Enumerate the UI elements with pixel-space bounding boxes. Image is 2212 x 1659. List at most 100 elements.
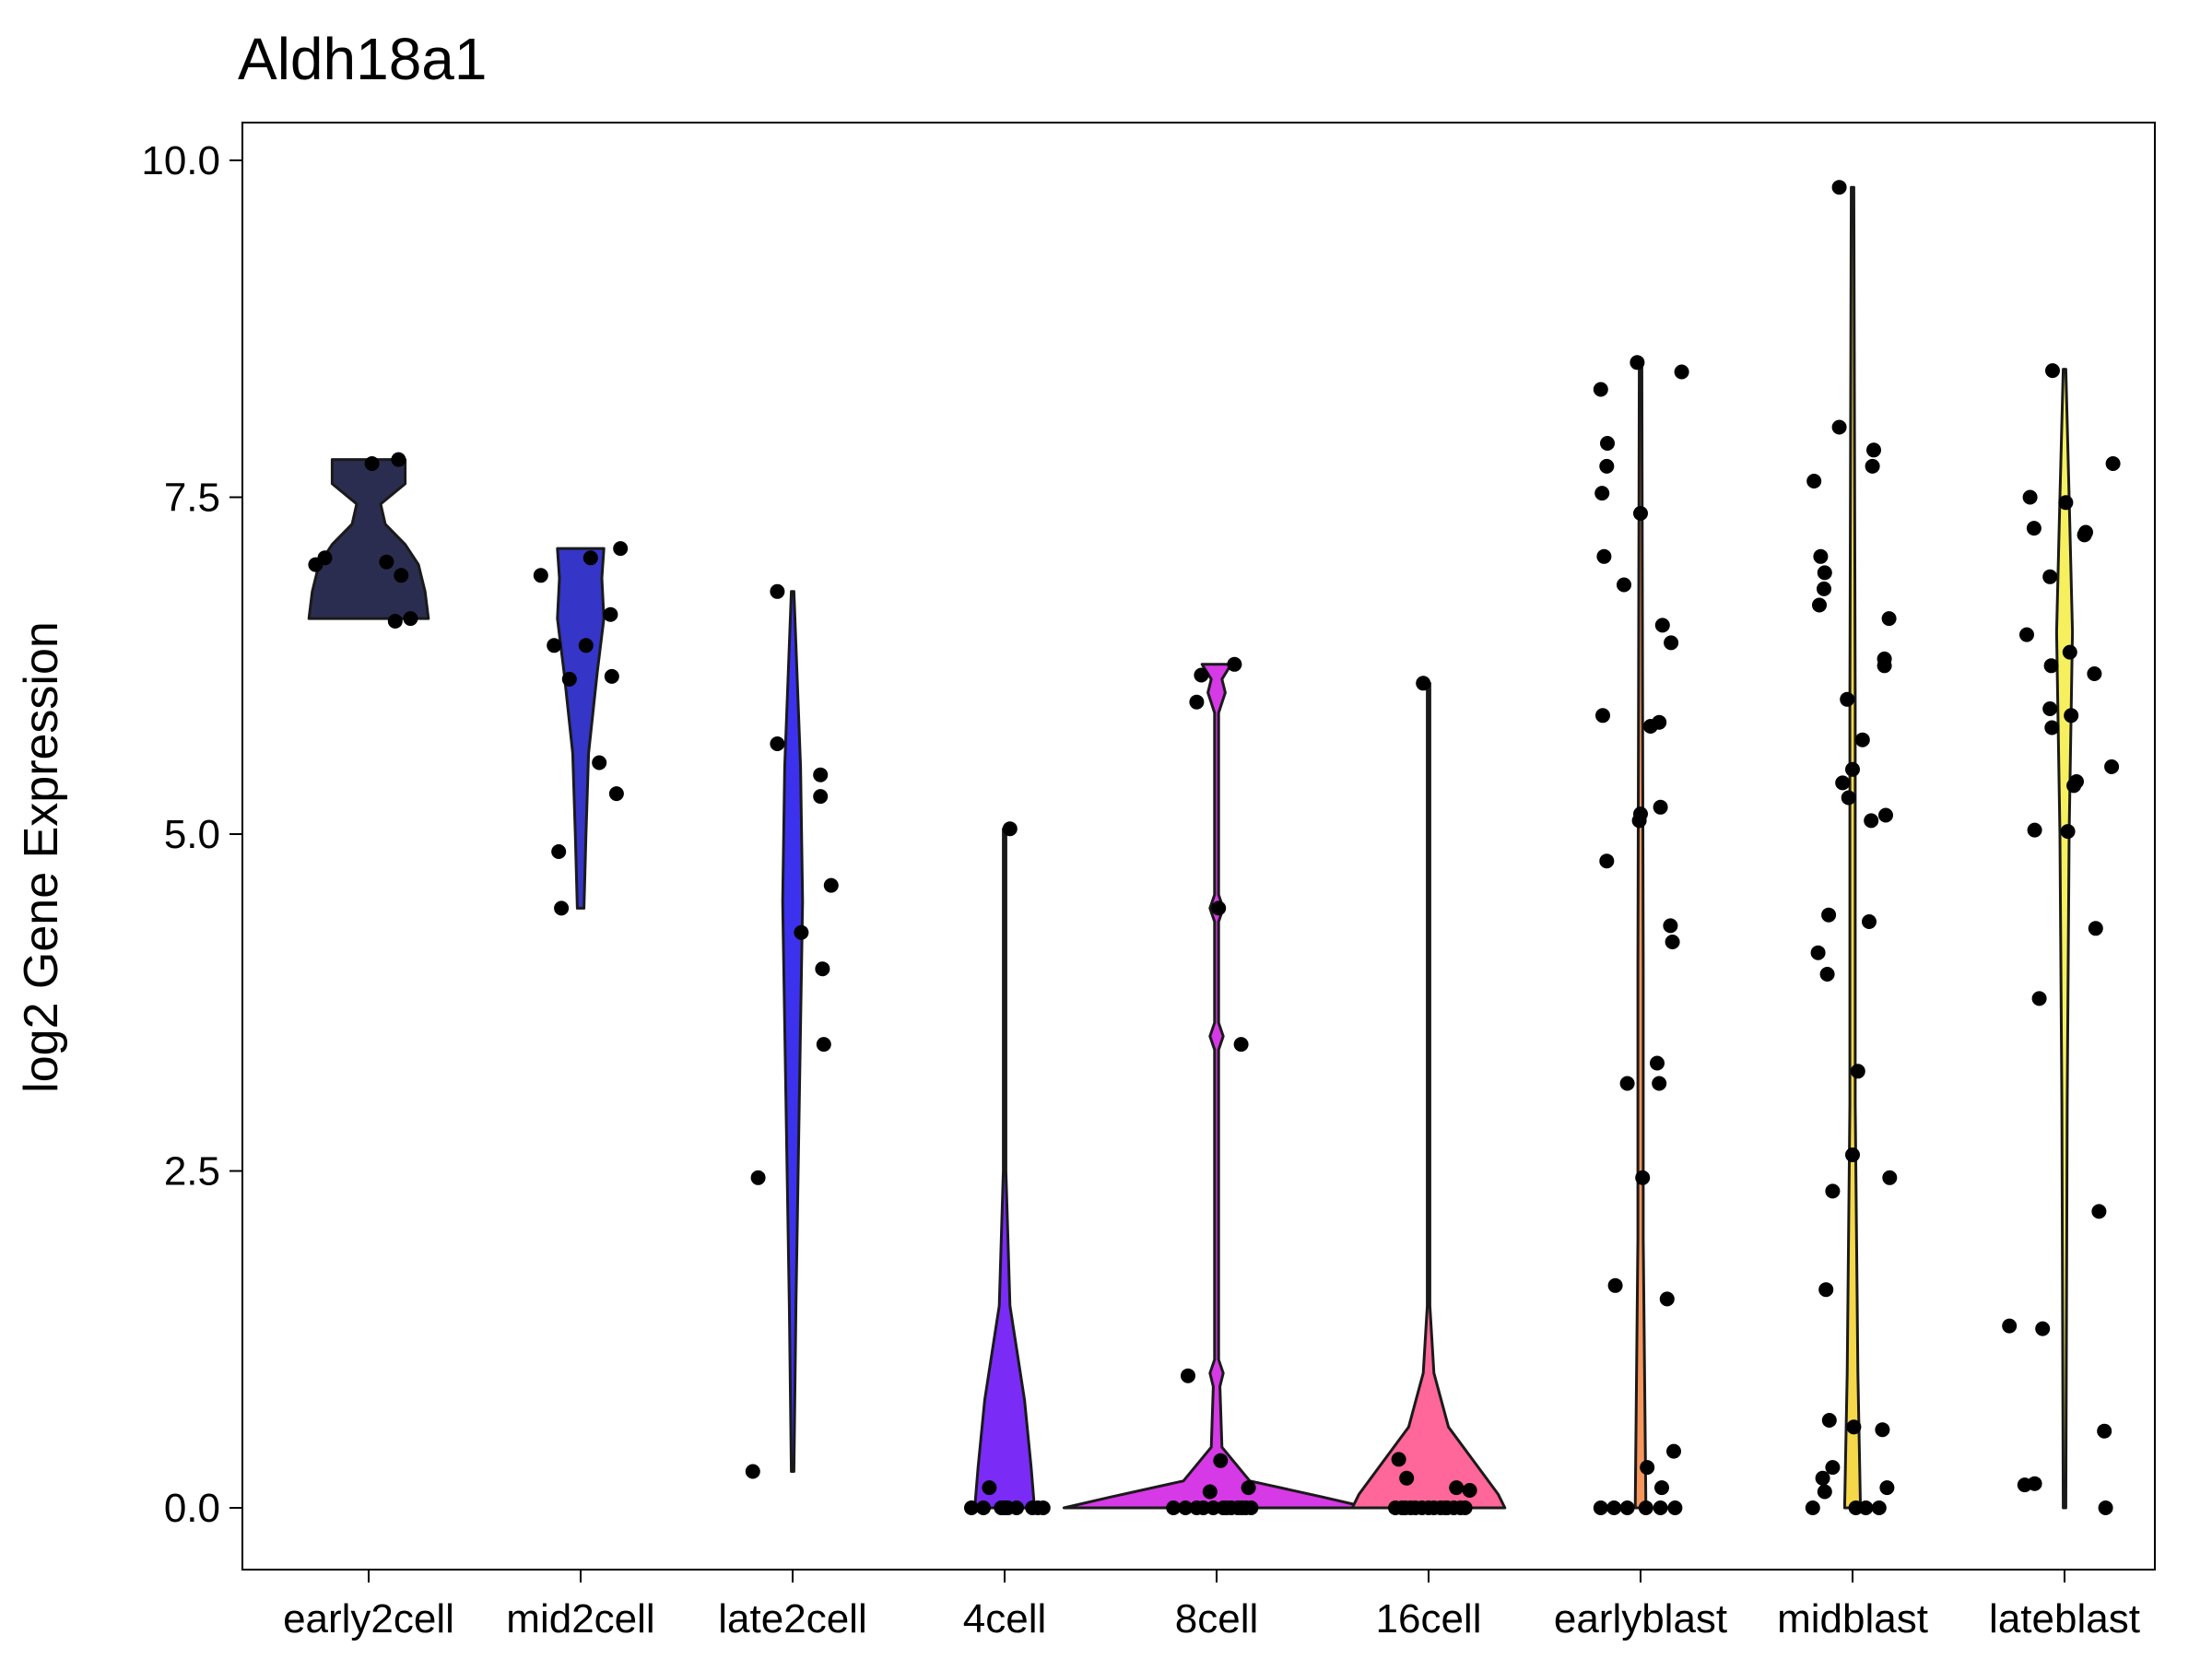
data-point-8cell — [1178, 1500, 1194, 1515]
data-point-earlyblast — [1599, 458, 1615, 474]
data-point-midblast — [1821, 907, 1837, 923]
data-point-late2cell — [770, 583, 785, 599]
data-point-late2cell — [745, 1464, 760, 1479]
data-point-earlyblast — [1593, 382, 1608, 397]
data-point-8cell — [1227, 656, 1242, 672]
data-point-earlyblast — [1653, 799, 1668, 815]
data-point-early2cell — [403, 611, 418, 627]
data-point-lateblast — [2044, 720, 2060, 735]
y-tick-label: 2.5 — [164, 1149, 220, 1194]
data-point-earlyblast — [1666, 1443, 1681, 1459]
data-point-late2cell — [816, 1037, 831, 1053]
data-point-lateblast — [2088, 921, 2103, 936]
data-point-midblast — [1850, 1064, 1865, 1079]
data-point-lateblast — [2027, 822, 2042, 838]
data-point-16cell — [1462, 1483, 1477, 1498]
data-point-earlyblast — [1635, 1170, 1651, 1185]
data-point-earlyblast — [1640, 1460, 1655, 1476]
data-point-midblast — [1831, 180, 1847, 195]
data-point-late2cell — [813, 789, 829, 805]
data-point-earlyblast — [1606, 1500, 1622, 1515]
data-point-midblast — [1879, 1480, 1895, 1496]
data-point-lateblast — [2087, 666, 2102, 681]
data-point-8cell — [1213, 1453, 1229, 1468]
data-point-midblast — [1825, 1183, 1841, 1199]
violin-earlyblast — [1633, 360, 1648, 1510]
data-point-mid2cell — [604, 668, 619, 684]
violin-late2cell — [781, 590, 805, 1473]
data-point-late2cell — [770, 736, 785, 751]
data-point-8cell — [1194, 667, 1209, 683]
data-point-lateblast — [2043, 658, 2059, 674]
data-point-lateblast — [2069, 774, 2084, 789]
data-point-lateblast — [2002, 1318, 2018, 1334]
data-point-earlyblast — [1630, 355, 1645, 371]
data-point-earlyblast — [1619, 1076, 1635, 1091]
data-point-late2cell — [815, 961, 830, 977]
data-point-midblast — [1845, 1147, 1860, 1162]
data-point-earlyblast — [1633, 506, 1648, 521]
data-point-16cell — [1397, 1500, 1413, 1515]
data-point-4cell — [1035, 1500, 1051, 1515]
data-point-mid2cell — [613, 541, 629, 557]
data-point-midblast — [1805, 1500, 1820, 1515]
data-point-lateblast — [2091, 1204, 2107, 1219]
data-point-midblast — [1877, 651, 1892, 666]
data-point-16cell — [1449, 1480, 1465, 1496]
data-point-midblast — [1881, 611, 1897, 627]
violin-lateblast — [2054, 368, 2075, 1510]
data-point-earlyblast — [1619, 1500, 1635, 1515]
data-point-midblast — [1831, 419, 1847, 435]
violin-4cell — [973, 827, 1036, 1510]
data-point-mid2cell — [592, 755, 607, 771]
data-point-mid2cell — [578, 638, 594, 653]
data-point-midblast — [1866, 442, 1881, 458]
violin-midblast — [1842, 185, 1863, 1510]
data-point-earlyblast — [1600, 436, 1615, 451]
y-tick-label: 10.0 — [141, 138, 220, 183]
x-tick-label-lateblast: lateblast — [1989, 1596, 2140, 1641]
data-point-midblast — [1806, 474, 1822, 488]
data-point-lateblast — [2026, 521, 2041, 536]
data-point-midblast — [1813, 548, 1829, 564]
x-tick-label-late2cell: late2cell — [718, 1596, 866, 1641]
y-tick-label: 0.0 — [164, 1486, 220, 1531]
data-point-8cell — [1181, 1368, 1195, 1383]
data-point-earlyblast — [1633, 806, 1648, 822]
data-point-lateblast — [2035, 1321, 2051, 1336]
data-point-early2cell — [364, 456, 380, 471]
data-point-earlyblast — [1607, 1277, 1623, 1293]
data-point-16cell — [1438, 1500, 1453, 1515]
data-point-midblast — [1858, 1500, 1874, 1515]
data-point-16cell — [1416, 676, 1431, 691]
data-point-16cell — [1391, 1452, 1406, 1467]
data-point-midblast — [1878, 807, 1893, 823]
data-point-lateblast — [2078, 524, 2093, 540]
plot-panel — [241, 122, 2156, 1571]
data-point-mid2cell — [608, 786, 624, 802]
data-point-midblast — [1846, 1419, 1862, 1435]
data-point-lateblast — [2027, 1476, 2042, 1491]
data-point-8cell — [1166, 1500, 1182, 1515]
data-point-lateblast — [2042, 569, 2058, 584]
data-point-earlyblast — [1599, 853, 1615, 869]
data-point-earlyblast — [1659, 1291, 1675, 1307]
data-point-late2cell — [794, 924, 809, 940]
data-point-late2cell — [813, 767, 829, 782]
violin-early2cell — [307, 458, 430, 620]
x-tick-label-4cell: 4cell — [963, 1596, 1047, 1641]
data-point-earlyblast — [1652, 1076, 1667, 1091]
data-point-midblast — [1875, 1422, 1890, 1438]
violin-mid2cell — [556, 547, 606, 910]
x-tick-label-16cell: 16cell — [1376, 1596, 1482, 1641]
data-point-earlyblast — [1653, 1500, 1668, 1515]
data-point-earlyblast — [1652, 714, 1667, 730]
data-point-early2cell — [394, 568, 409, 583]
data-point-late2cell — [823, 877, 839, 893]
data-point-midblast — [1810, 945, 1826, 960]
data-point-8cell — [1238, 1500, 1253, 1515]
data-point-midblast — [1845, 761, 1860, 777]
data-point-lateblast — [2105, 456, 2121, 471]
data-point-8cell — [1195, 1500, 1211, 1515]
